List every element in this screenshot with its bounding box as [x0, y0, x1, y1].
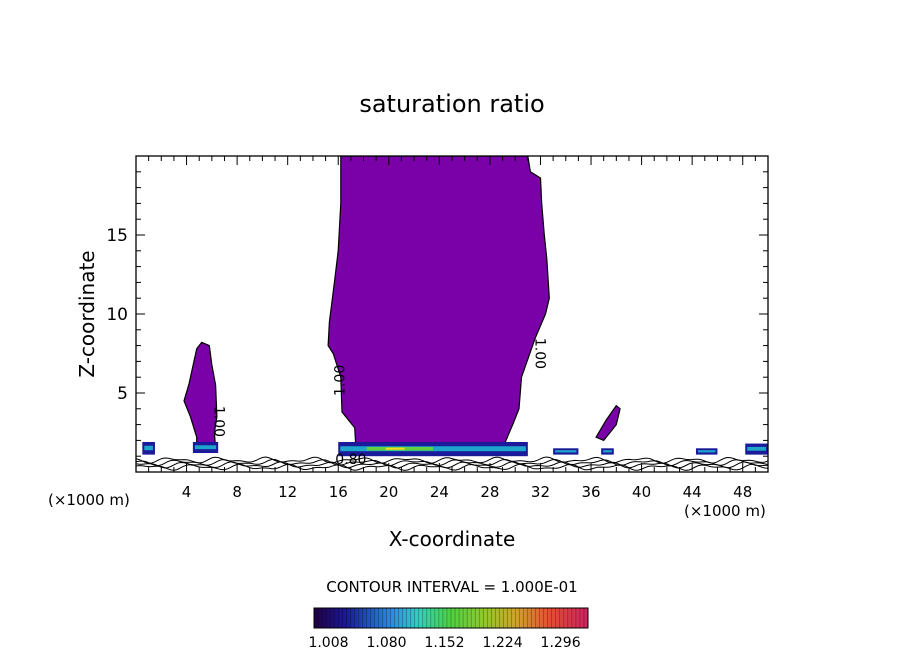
x-tick-label: 20: [379, 483, 398, 501]
region-left-cloud: [183, 341, 218, 449]
colorbar-tick-label: 1.296: [541, 635, 581, 651]
contour-label-2: 1.00: [531, 338, 547, 369]
x-tick-label: 16: [329, 483, 348, 501]
low-band-core-5: [747, 446, 766, 451]
y-axis-label: Z-coordinate: [75, 250, 99, 377]
contour-interval-text: CONTOUR INTERVAL = 1.000E-01: [326, 578, 577, 596]
low-band-core-6: [603, 450, 612, 453]
contour-fill-group: [142, 156, 768, 457]
region-small-cloud-right: [595, 404, 621, 442]
region-main-cloud: [327, 156, 550, 449]
colorbar-tick-label: 1.080: [366, 635, 406, 651]
low-band-core-2: [555, 450, 577, 453]
x-tick-label: 4: [182, 483, 192, 501]
y-tick-label: 5: [117, 384, 128, 404]
low-band-core-0: [194, 445, 217, 450]
colorbar-tick-labels: 1.008 1.080 1.152 1.224 1.296: [308, 635, 580, 651]
axis-ticks-group: [136, 156, 768, 472]
contour-label-1: 1.00: [333, 365, 349, 396]
colorbar-tick-label: 1.008: [308, 635, 348, 651]
x-tick-label: 44: [683, 483, 702, 501]
x-tick-labels: 4 8 12 16 20 24 28 32 36 40 44 48: [182, 483, 752, 501]
x-tick-label: 36: [581, 483, 600, 501]
surface-contour-3: [136, 456, 768, 464]
x-axis-label: X-coordinate: [389, 527, 516, 551]
x-tick-label: 32: [531, 483, 550, 501]
x-tick-label: 40: [632, 483, 651, 501]
colorbar-tick-label: 1.152: [425, 635, 465, 651]
x-tick-label: 8: [232, 483, 242, 501]
y-tick-label: 15: [106, 226, 128, 246]
contour-label-0: 1.00: [210, 406, 226, 437]
low-band-yellow-1: [385, 447, 405, 450]
y-tick-label: 10: [106, 305, 128, 325]
x-tick-label: 48: [733, 483, 752, 501]
colorbar-tick-label: 1.224: [483, 635, 523, 651]
x-tick-label: 24: [430, 483, 449, 501]
low-band-core-3: [144, 445, 153, 451]
x-tick-label: 12: [278, 483, 297, 501]
low-band-core-4: [697, 450, 716, 453]
x-unit-label-left: (×1000 m): [48, 491, 130, 509]
contour-labels-group: 1.00 1.00 1.00 0.80: [210, 338, 547, 468]
colorbar-stripes: [317, 608, 585, 628]
contour-label-3: 0.80: [335, 452, 366, 468]
x-tick-label: 28: [480, 483, 499, 501]
x-unit-label-right: (×1000 m): [684, 502, 766, 520]
chart-title: saturation ratio: [359, 90, 544, 118]
y-tick-labels: 5 10 15: [106, 226, 128, 404]
